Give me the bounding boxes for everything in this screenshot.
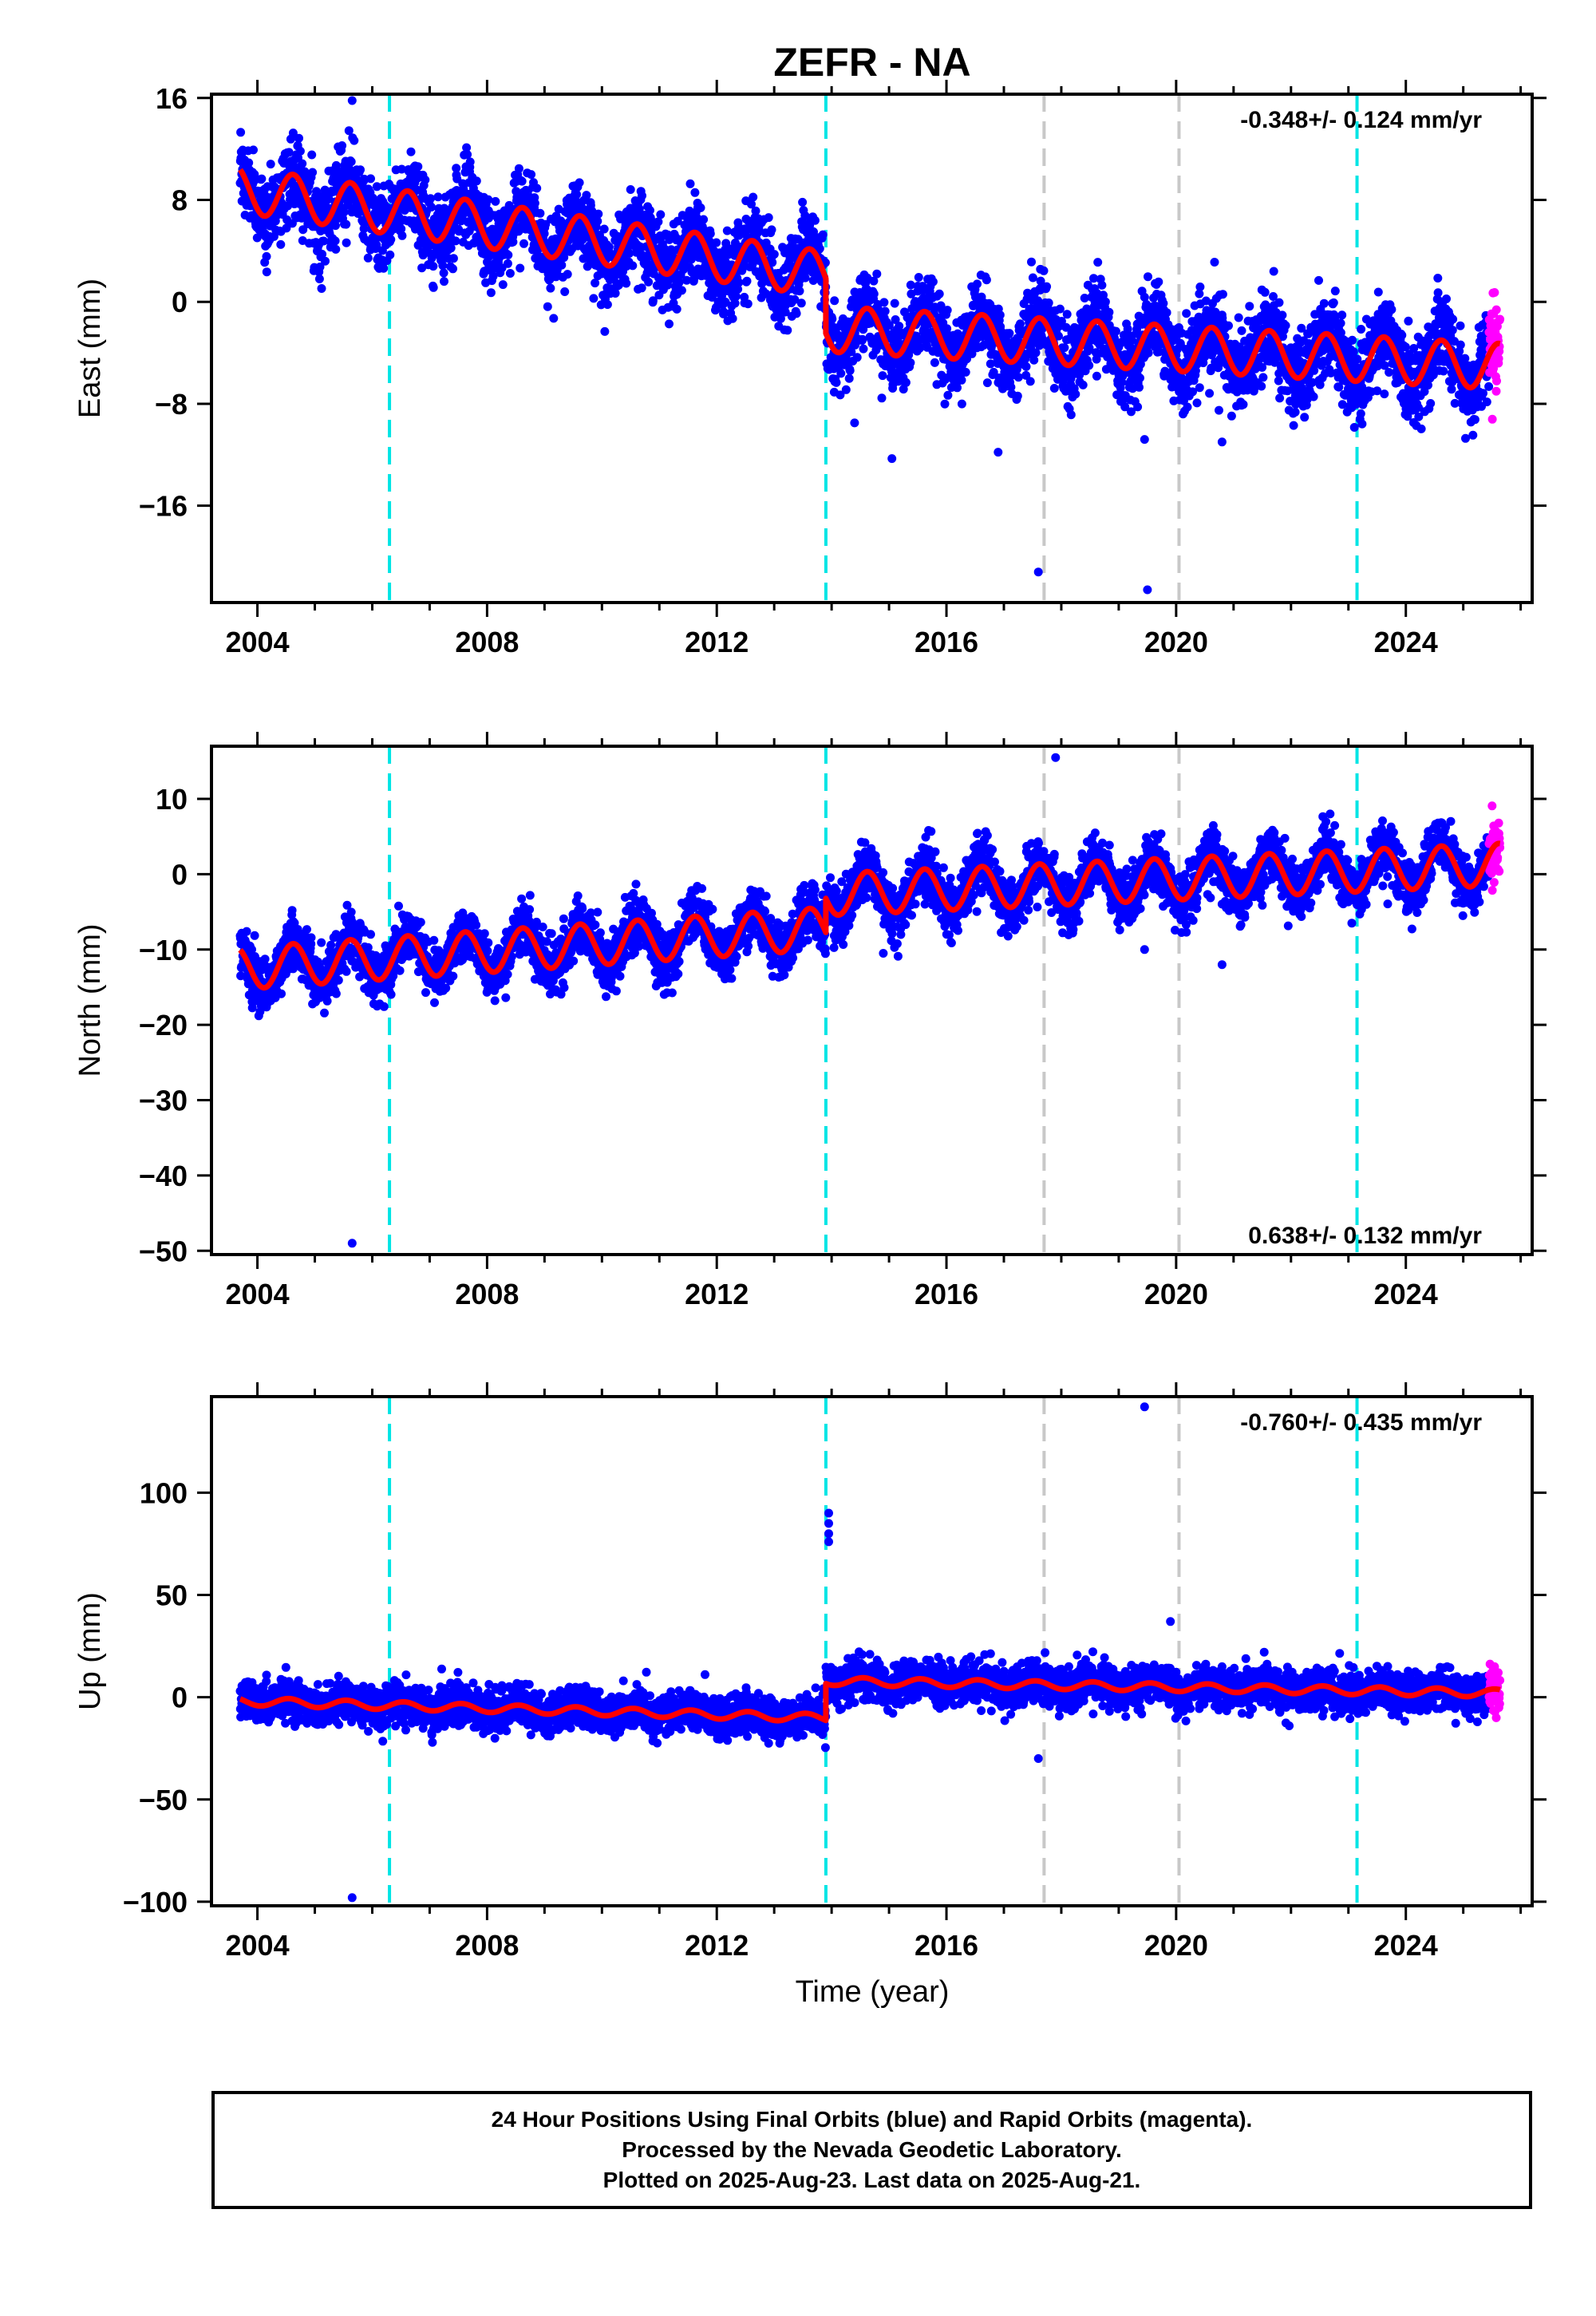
north-y-tick-label: −30 — [139, 1085, 188, 1117]
up-plot-frame — [210, 1395, 1534, 1907]
east-y-axis-label: East (mm) — [73, 279, 107, 418]
north-x-tick-label: 2020 — [1144, 1278, 1208, 1310]
north-x-tick-label: 2004 — [226, 1278, 290, 1310]
north-y-tick-label: −40 — [139, 1160, 188, 1192]
east-x-tick-label: 2016 — [915, 626, 978, 658]
north-model-fit-line — [238, 840, 1502, 991]
north-y-tick-label: 0 — [172, 858, 188, 891]
north-x-tick-label: 2024 — [1374, 1278, 1438, 1310]
panel-east: 2004 2008 2012 2016 2020 2024 16 8 0 −8 −16 East (m… — [73, 80, 1547, 658]
north-y-tick-label: −50 — [139, 1235, 188, 1267]
north-y-tick-label: −20 — [139, 1009, 188, 1041]
east-x-tick-label: 2020 — [1144, 626, 1208, 658]
footer-box: 24 Hour Positions Using Final Orbits (bl… — [211, 2091, 1532, 2209]
north-y-axis-label: North (mm) — [73, 923, 107, 1077]
up-y-tick-label: −50 — [139, 1784, 188, 1816]
east-y-tick-label: −8 — [155, 388, 188, 421]
east-y-tick-label: 16 — [156, 82, 188, 115]
up-x-tick-label: 2008 — [455, 1929, 519, 1962]
up-plot-area — [235, 1397, 1505, 1906]
east-plot-frame — [210, 93, 1534, 604]
up-y-tick-label: −100 — [123, 1886, 188, 1919]
x-axis-label: Time (year) — [796, 1975, 950, 2009]
east-y-tick-label: −16 — [139, 490, 188, 523]
up-y-tick-label: 50 — [156, 1579, 188, 1612]
up-x-tick-label: 2020 — [1144, 1929, 1208, 1962]
north-y-tick-label: −10 — [139, 934, 188, 966]
east-x-tick-label: 2012 — [685, 626, 749, 658]
north-y-tick-label: 10 — [156, 783, 188, 816]
east-y-axis: 16 8 0 −8 −16 — [139, 82, 1547, 523]
up-x-axis: 2004 2008 2012 2016 2020 2024 — [226, 1382, 1523, 1962]
up-x-tick-label: 2016 — [915, 1929, 978, 1962]
east-x-tick-label: 2004 — [226, 626, 290, 658]
north-plot-frame — [210, 745, 1534, 1256]
panels-group: 2004 2008 2012 2016 2020 2024 16 8 0 −8 −16 East (m… — [73, 80, 1547, 1962]
north-final-orbit-points — [235, 753, 1494, 1248]
east-velocity-label: -0.348+/- 0.124 mm/yr — [1240, 107, 1482, 133]
footer-line-orbits: 24 Hour Positions Using Final Orbits (bl… — [491, 2107, 1253, 2132]
footer-line-processed: Processed by the Nevada Geodetic Laborat… — [622, 2137, 1122, 2162]
up-y-tick-label: 100 — [140, 1476, 188, 1509]
east-final-orbit-points — [235, 96, 1494, 595]
up-y-tick-label: 0 — [172, 1682, 188, 1714]
panel-up: 2004 2008 2012 2016 2020 2024 100 50 0 −50 −100 Up … — [73, 1382, 1547, 1962]
panel-north: 2004 2008 2012 2016 2020 2024 10 0 −10 −20 −30 −40 −… — [73, 732, 1547, 1310]
up-x-tick-label: 2012 — [685, 1929, 749, 1962]
up-y-axis: 100 50 0 −50 −100 — [123, 1476, 1547, 1919]
up-velocity-label: -0.760+/- 0.435 mm/yr — [1240, 1409, 1482, 1436]
north-x-tick-label: 2012 — [685, 1278, 749, 1310]
east-y-tick-label: 0 — [172, 286, 188, 318]
east-x-tick-label: 2008 — [455, 626, 519, 658]
east-model-fit-line — [238, 168, 1502, 391]
chart-title: ZEFR - NA — [773, 40, 970, 85]
north-x-tick-label: 2008 — [455, 1278, 519, 1310]
east-y-tick-label: 8 — [172, 184, 188, 217]
footer-line-dates: Plotted on 2025-Aug-23. Last data on 202… — [602, 2168, 1141, 2192]
north-velocity-label: 0.638+/- 0.132 mm/yr — [1248, 1223, 1482, 1249]
up-final-orbit-points — [235, 1402, 1494, 1903]
north-x-axis: 2004 2008 2012 2016 2020 2024 — [226, 732, 1523, 1310]
north-y-axis: 10 0 −10 −20 −30 −40 −50 — [139, 783, 1547, 1267]
up-x-tick-label: 2024 — [1374, 1929, 1438, 1962]
east-x-tick-label: 2024 — [1374, 626, 1438, 658]
north-x-tick-label: 2016 — [915, 1278, 978, 1310]
east-plot-area — [235, 94, 1505, 603]
north-plot-area — [235, 746, 1505, 1255]
up-y-axis-label: Up (mm) — [73, 1592, 107, 1710]
east-x-axis: 2004 2008 2012 2016 2020 2024 — [226, 80, 1523, 658]
up-x-tick-label: 2004 — [226, 1929, 290, 1962]
up-model-fit-line — [238, 1674, 1502, 1724]
